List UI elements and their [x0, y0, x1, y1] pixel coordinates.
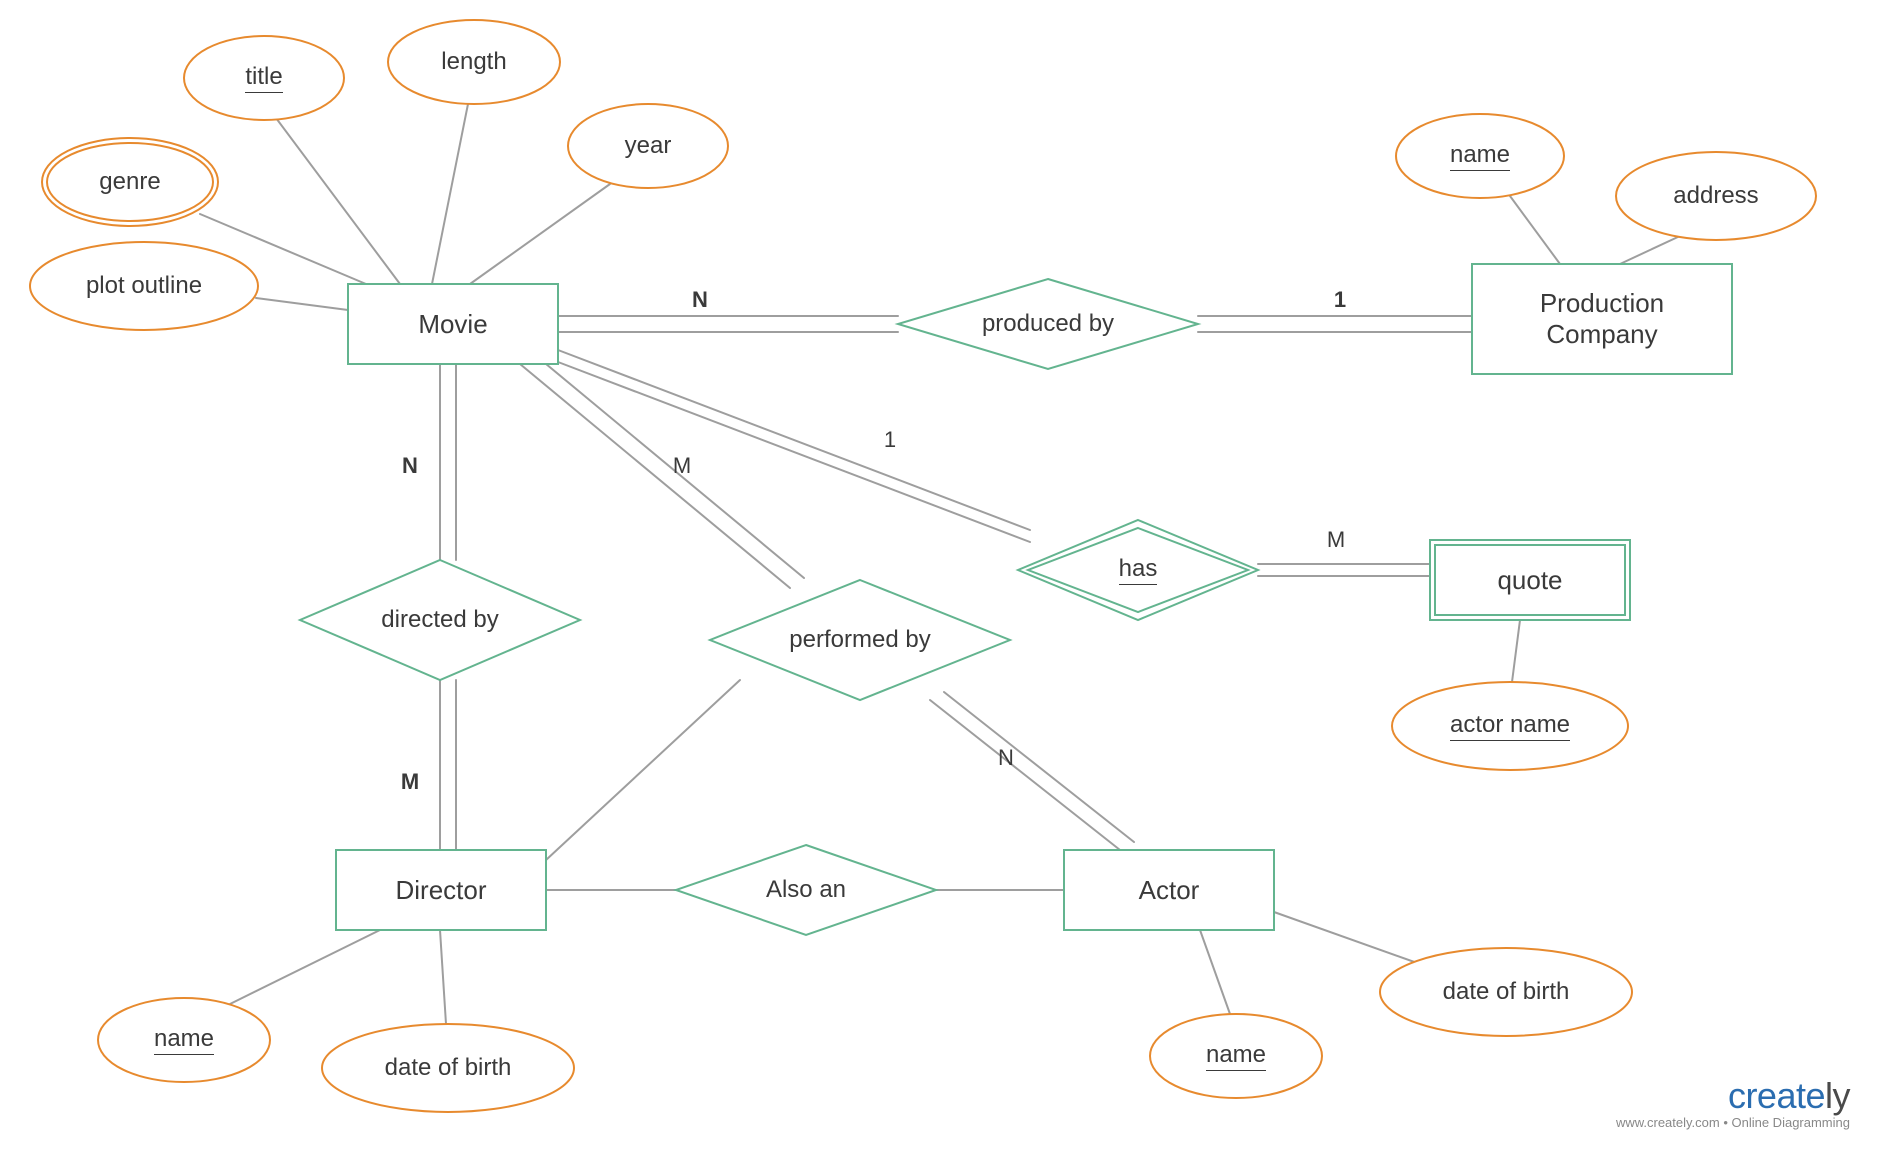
- brand-part2: ly: [1825, 1075, 1850, 1116]
- brand-logo: creately: [1616, 1075, 1850, 1117]
- footer-branding: creately www.creately.com • Online Diagr…: [1616, 1075, 1850, 1130]
- brand-part1: create: [1728, 1075, 1825, 1116]
- er-diagram-svg: [0, 0, 1880, 1150]
- brand-subtitle: www.creately.com • Online Diagramming: [1616, 1115, 1850, 1130]
